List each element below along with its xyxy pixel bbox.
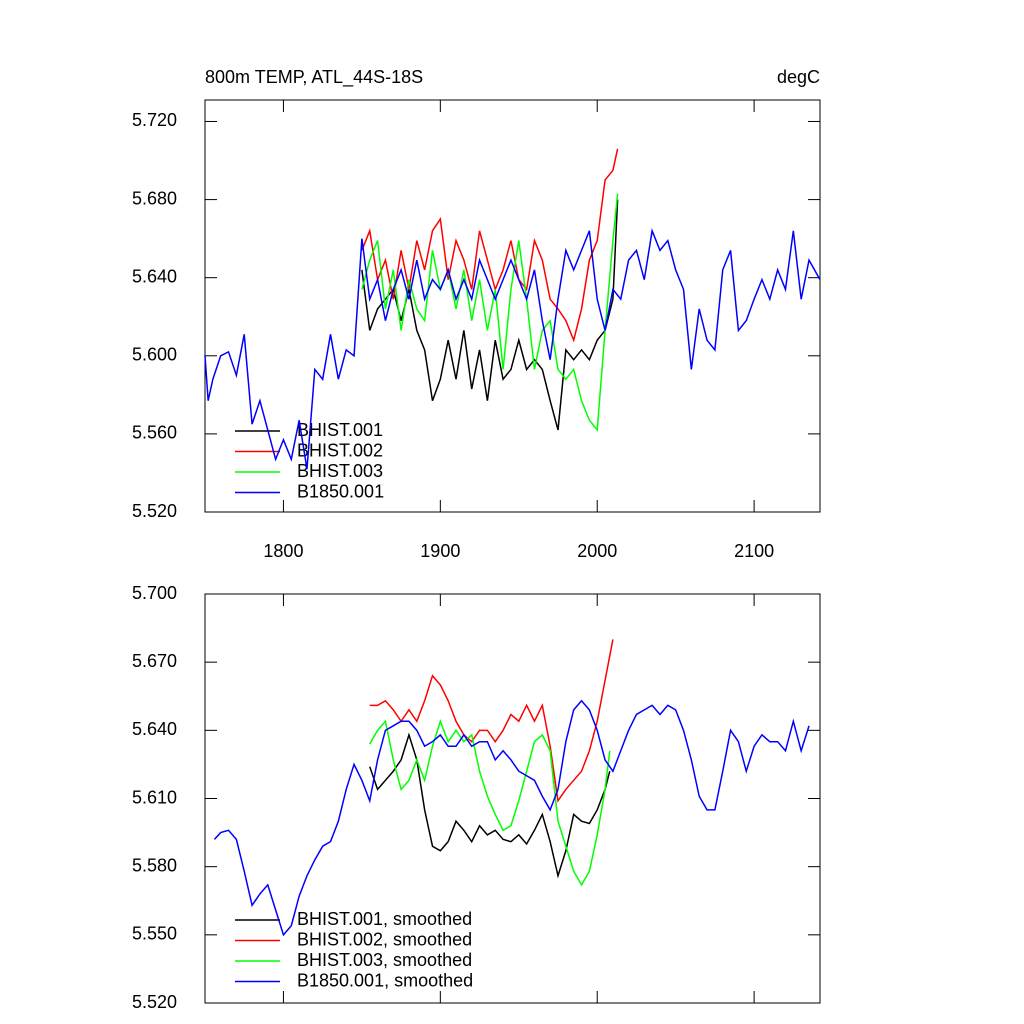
y-tick-label: 5.640 (132, 719, 177, 739)
y-tick-label: 5.520 (132, 501, 177, 521)
series-line (369, 718, 611, 887)
legend-label: BHIST.003 (297, 461, 383, 481)
legend-label: B1850.001 (297, 481, 384, 501)
legend-label: BHIST.003, smoothed (297, 950, 472, 970)
series-line (213, 699, 810, 937)
series-line (204, 228, 821, 470)
y-tick-label: 5.550 (132, 924, 177, 944)
series-line (369, 732, 611, 879)
legend-label: BHIST.002, smoothed (297, 929, 472, 949)
x-tick-label: 1800 (263, 541, 303, 561)
series-line (361, 193, 619, 432)
y-tick-label: 5.720 (132, 110, 177, 130)
legend-label: BHIST.001 (297, 420, 383, 440)
plot-frame (204, 99, 821, 513)
legend-label: BHIST.002 (297, 440, 383, 460)
y-tick-label: 5.670 (132, 651, 177, 671)
series-line (369, 639, 614, 803)
units-label: degC (777, 67, 820, 87)
y-tick-label: 5.700 (132, 583, 177, 603)
series-line (361, 148, 619, 343)
y-tick-label: 5.640 (132, 266, 177, 286)
y-tick-label: 5.610 (132, 787, 177, 807)
y-tick-label: 5.680 (132, 188, 177, 208)
y-tick-label: 5.580 (132, 855, 177, 875)
legend-label: B1850.001, smoothed (297, 970, 473, 990)
y-tick-label: 5.560 (132, 423, 177, 443)
x-tick-label: 2100 (734, 541, 774, 561)
x-tick-label: 1900 (420, 541, 460, 561)
x-tick-label: 2000 (577, 541, 617, 561)
chart-title: 800m TEMP, ATL_44S-18S (205, 67, 423, 88)
y-tick-label: 5.520 (132, 992, 177, 1012)
legend-label: BHIST.001, smoothed (297, 909, 472, 929)
y-tick-label: 5.600 (132, 345, 177, 365)
